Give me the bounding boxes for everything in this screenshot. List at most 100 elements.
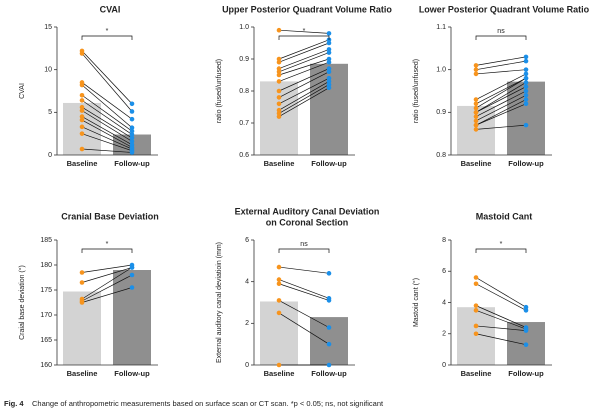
follow-up-point [326, 79, 332, 84]
y-tick-label: 175 [40, 287, 52, 294]
pair-line [278, 42, 330, 63]
follow-up-point [326, 66, 332, 71]
follow-up-point [523, 342, 529, 347]
follow-up-point [326, 271, 332, 276]
pair-line [278, 77, 330, 105]
follow-up-point [523, 88, 529, 94]
pair-line [475, 56, 527, 66]
y-tick-label: 6 [442, 268, 446, 275]
baseline-point [473, 275, 479, 280]
baseline-point [473, 303, 479, 308]
follow-up-point [326, 59, 332, 65]
y-axis-label: ratio (fused/unfused) [413, 59, 420, 123]
pair-line [81, 110, 133, 142]
baseline-point [473, 323, 479, 329]
baseline-point [79, 124, 85, 130]
baseline-point [473, 67, 479, 72]
pair-line [475, 90, 527, 117]
follow-up-point [129, 125, 135, 130]
follow-up-point [326, 82, 332, 87]
pair-line [81, 53, 133, 112]
significance-label: ns [300, 241, 308, 248]
pair-line [278, 81, 330, 111]
follow-up-point [523, 84, 529, 90]
baseline-point [276, 111, 282, 116]
follow-up-point [523, 58, 529, 64]
bar [457, 307, 495, 365]
pair-line [475, 124, 527, 130]
panel-title: Cranial Base Deviation [61, 211, 159, 221]
pair-line [278, 58, 330, 76]
panel-title: Mastoid Cant [476, 211, 533, 221]
x-tick-label: Baseline [264, 369, 295, 378]
pair-line [278, 52, 330, 73]
significance-label: * [303, 28, 306, 35]
baseline-point [276, 95, 282, 100]
y-tick-label: 165 [40, 337, 52, 344]
y-tick-label: 2 [442, 331, 446, 338]
y-tick-label: 1.1 [436, 24, 446, 31]
baseline-point [79, 82, 85, 88]
follow-up-point [326, 298, 332, 303]
baseline-point [276, 56, 282, 62]
pair-line [475, 69, 527, 75]
baseline-point [79, 146, 85, 152]
x-tick-label: Baseline [264, 159, 295, 168]
y-tick-label: 0.8 [239, 88, 249, 95]
y-tick-label: 15 [44, 24, 52, 31]
significance-bracket [278, 35, 330, 40]
follow-up-point [129, 150, 135, 155]
bar [310, 317, 348, 365]
x-tick-label: Follow-up [114, 159, 150, 168]
pair-line [475, 77, 527, 105]
pair-line [278, 71, 330, 98]
baseline-point [276, 27, 282, 33]
follow-up-point [326, 31, 332, 36]
follow-up-point [523, 101, 529, 107]
y-axis-label: ratio (fused/unfused) [216, 59, 223, 123]
y-tick-label: 5 [48, 109, 52, 116]
pair-line [81, 267, 133, 283]
x-tick-label: Follow-up [114, 369, 150, 378]
significance-bracket [475, 248, 527, 253]
pair-line [81, 126, 133, 150]
bar [113, 270, 151, 365]
follow-up-point [129, 128, 135, 134]
baseline-point [79, 51, 85, 56]
y-tick-label: 160 [40, 362, 52, 369]
y-tick-label: 0 [442, 362, 446, 369]
y-tick-label: 0.9 [239, 56, 249, 63]
pair-line [81, 119, 133, 148]
baseline-point [473, 101, 479, 107]
follow-up-point [129, 265, 135, 270]
follow-up-point [523, 308, 529, 313]
pair-line [475, 82, 527, 113]
pair-line [278, 68, 330, 92]
panel-title: Upper Posterior Quadrant Volume Ratio [222, 4, 392, 14]
pair-line [278, 312, 330, 345]
panel-title: Lower Posterior Quadrant Volume Ratio [419, 4, 590, 14]
baseline-point [276, 362, 282, 368]
significance-bracket [81, 35, 133, 40]
baseline-point [473, 63, 479, 68]
follow-up-point [326, 341, 332, 347]
follow-up-point [129, 272, 135, 278]
baseline-point [79, 117, 85, 123]
y-axis-label: Mastoid cant (°) [412, 278, 420, 327]
pair-line [81, 100, 133, 135]
follow-up-point [523, 67, 529, 72]
follow-up-point [129, 285, 135, 290]
follow-up-point [129, 139, 135, 144]
pair-line [475, 309, 527, 330]
follow-up-point [129, 101, 135, 107]
follow-up-point [523, 92, 529, 98]
x-tick-label: Follow-up [508, 159, 544, 168]
pair-line [278, 84, 330, 114]
caption-label: Fig. 4 [4, 399, 24, 408]
pair-line [81, 106, 133, 139]
pair-line [81, 94, 133, 132]
panel-title: External Auditory Canal Deviation [235, 206, 380, 216]
x-tick-label: Follow-up [311, 159, 347, 168]
panel-title: on Coronal Section [266, 217, 349, 227]
baseline-point [276, 79, 282, 84]
